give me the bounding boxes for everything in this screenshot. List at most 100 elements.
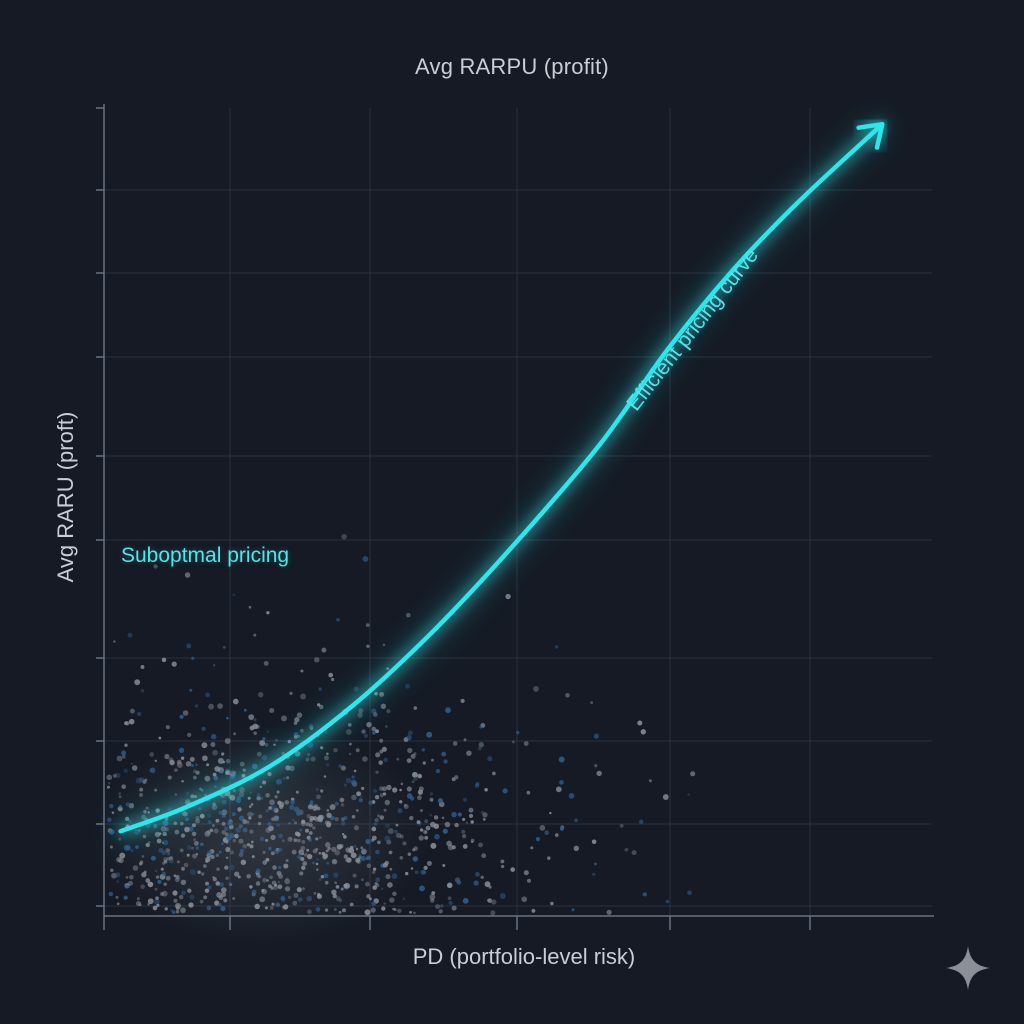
scatter-point xyxy=(305,828,309,833)
scatter-point xyxy=(160,891,164,896)
scatter-point xyxy=(366,644,370,649)
scatter-point xyxy=(130,762,134,766)
scatter-point xyxy=(446,882,453,889)
scatter-point xyxy=(259,836,265,842)
scatter-point xyxy=(470,838,475,843)
scatter-point xyxy=(516,730,520,735)
scatter-point xyxy=(200,788,204,792)
scatter-point xyxy=(340,817,345,822)
scatter-point xyxy=(338,910,342,914)
scatter-point xyxy=(249,725,255,731)
scatter-point xyxy=(123,844,130,851)
scatter-point xyxy=(320,746,324,750)
scatter-point xyxy=(317,816,323,822)
scatter-point xyxy=(394,829,398,834)
scatter-point xyxy=(324,755,329,761)
scatter-point xyxy=(338,764,342,768)
scatter-point xyxy=(139,792,143,797)
scatter-point xyxy=(221,809,228,816)
scatter-point xyxy=(205,856,211,863)
scatter-point xyxy=(451,845,456,850)
scatter-point xyxy=(108,891,114,897)
scatter-point xyxy=(340,765,346,771)
scatter-point xyxy=(302,861,308,867)
scatter-point xyxy=(606,909,612,915)
scatter-point xyxy=(136,897,140,901)
scatter-point xyxy=(235,827,241,833)
scatter-point xyxy=(140,884,146,890)
scatter-point xyxy=(345,729,352,735)
scatter-point xyxy=(341,832,345,836)
scatter-point xyxy=(204,775,211,782)
scatter-point xyxy=(199,899,204,904)
scatter-point xyxy=(430,842,437,849)
scatter-point xyxy=(340,887,344,891)
scatter-point xyxy=(343,835,347,839)
scatter-point xyxy=(451,811,457,818)
scatter-point xyxy=(149,767,156,774)
scatter-point xyxy=(447,896,452,901)
scatter-point xyxy=(316,868,319,871)
scatter-point xyxy=(251,889,257,895)
scatter-point xyxy=(207,885,212,890)
scatter-point xyxy=(239,761,245,767)
scatter-point xyxy=(218,895,224,901)
scatter-point xyxy=(492,771,496,776)
scatter-point xyxy=(221,799,227,805)
scatter-point xyxy=(477,746,482,751)
scatter-point xyxy=(281,897,286,902)
scatter-point xyxy=(313,891,317,895)
scatter-point xyxy=(482,812,488,818)
scatter-point xyxy=(264,742,269,747)
scatter-point xyxy=(624,847,629,852)
scatter-point xyxy=(555,786,562,793)
scatter-point xyxy=(139,777,145,783)
scatter-point xyxy=(145,806,149,810)
scatter-point xyxy=(271,805,277,812)
scatter-point xyxy=(307,804,313,810)
scatter-point xyxy=(293,838,298,843)
scatter-point xyxy=(106,785,110,789)
scatter-point xyxy=(360,856,366,862)
scatter-point xyxy=(274,849,280,855)
scatter-point xyxy=(288,822,291,825)
scatter-point xyxy=(257,821,262,826)
scatter-point xyxy=(243,708,247,712)
scatter-point xyxy=(362,756,368,762)
scatter-point xyxy=(200,872,205,876)
scatter-point xyxy=(281,715,287,722)
scatter-point xyxy=(372,870,376,875)
scatter-point xyxy=(480,875,484,879)
scatter-point xyxy=(229,883,233,886)
scatter-point xyxy=(255,868,261,874)
scatter-point xyxy=(293,806,300,813)
scatter-point xyxy=(221,821,226,826)
scatter-point xyxy=(128,718,135,725)
scatter-point xyxy=(301,887,305,891)
scatter-point xyxy=(385,725,388,728)
scatter-point xyxy=(413,706,418,710)
scatter-point xyxy=(253,633,257,637)
scatter-point xyxy=(420,869,426,875)
scatter-point xyxy=(217,758,224,764)
scatter-point xyxy=(333,872,339,878)
scatter-point xyxy=(343,854,348,859)
x-axis-label: PD (portfolio-level risk) xyxy=(412,944,636,969)
scatter-point xyxy=(193,840,199,846)
scatter-point xyxy=(438,909,443,914)
scatter-point xyxy=(318,878,322,881)
scatter-point xyxy=(351,794,357,801)
scatter-point xyxy=(554,833,559,837)
scatter-point xyxy=(386,784,392,791)
scatter-point xyxy=(357,855,362,860)
scatter-point xyxy=(596,770,602,777)
scatter-point xyxy=(431,758,434,762)
scatter-point xyxy=(402,897,406,901)
scatter-point xyxy=(352,873,357,878)
scatter-point xyxy=(437,798,443,804)
scatter-point xyxy=(289,691,293,695)
scatter-point xyxy=(165,848,171,853)
scatter-point xyxy=(229,770,236,777)
scatter-point xyxy=(180,833,186,838)
scatter-point xyxy=(230,772,236,778)
